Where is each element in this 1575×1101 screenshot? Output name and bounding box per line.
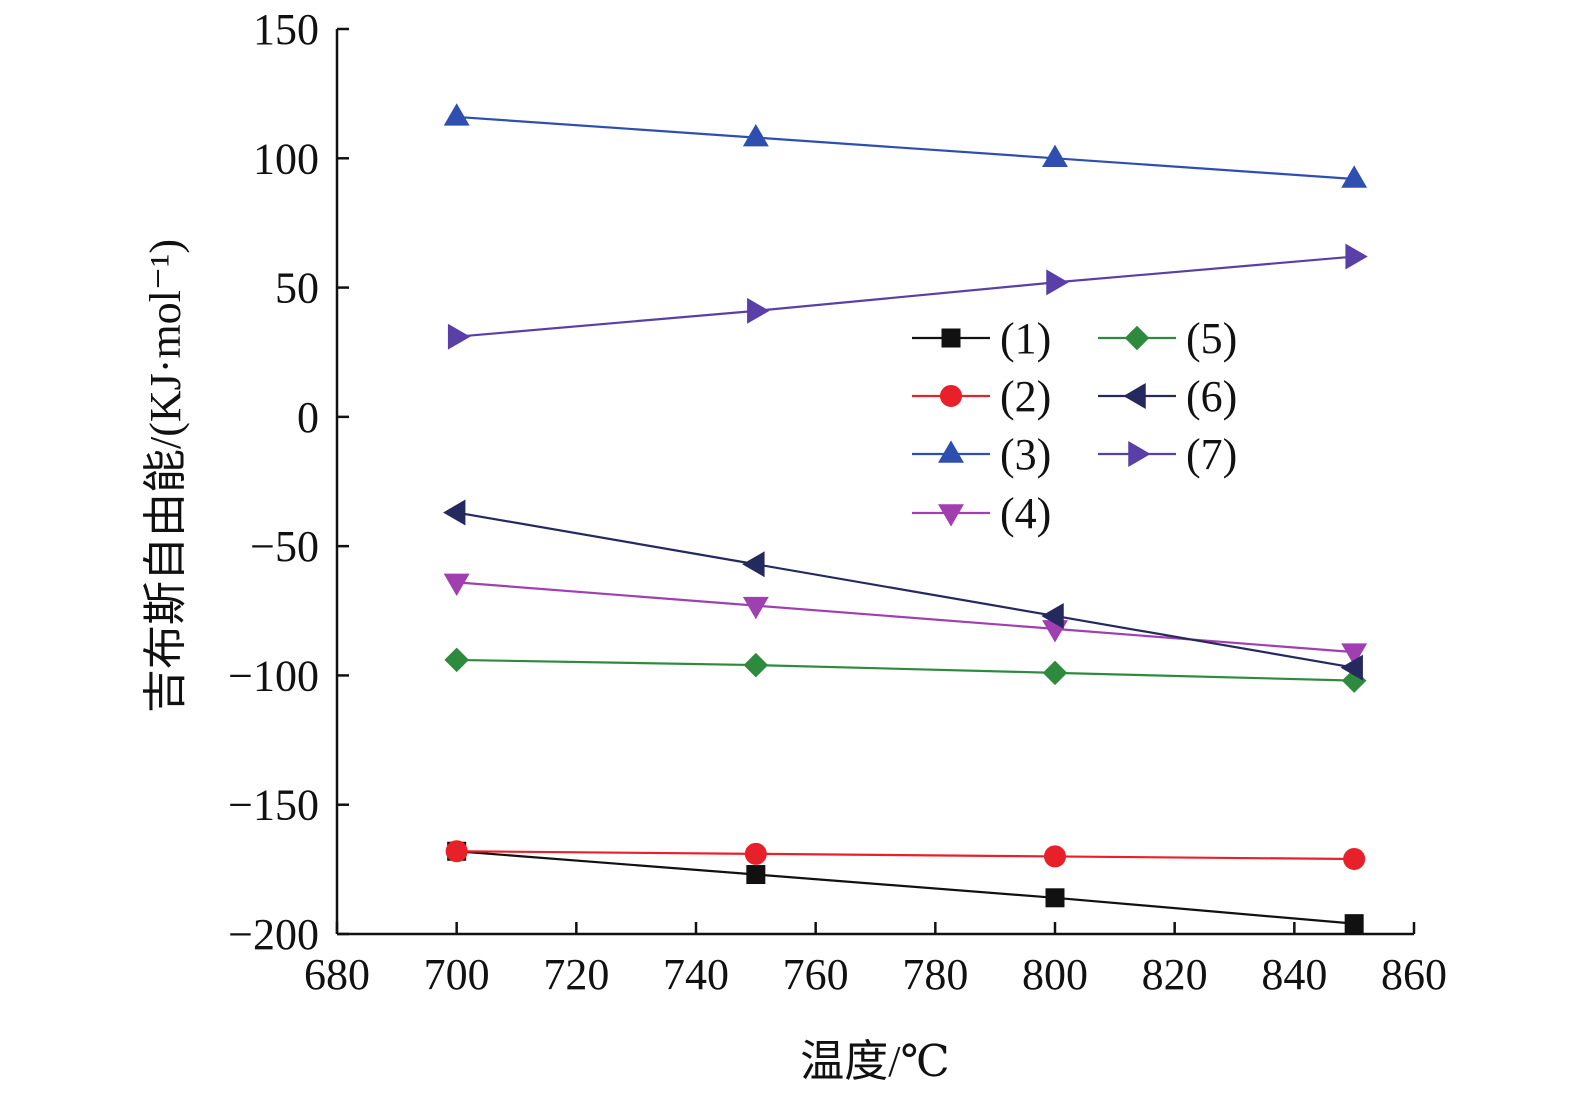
legend-label: (6)	[1186, 372, 1237, 421]
series-5-point	[743, 652, 769, 678]
legend-marker	[938, 504, 964, 527]
series-7	[447, 243, 1368, 350]
y-tick-label: −150	[228, 781, 319, 830]
legend-item: (6)	[1098, 372, 1237, 421]
y-tick-label: 0	[297, 393, 319, 442]
legend-label: (1)	[1000, 314, 1051, 363]
legend-item: (1)	[912, 314, 1051, 363]
series-1-point	[746, 865, 766, 885]
series-2-point	[445, 840, 468, 863]
x-tick-label: 740	[663, 950, 729, 999]
series-5-line	[456, 658, 1355, 682]
y-tick-label: 100	[253, 134, 319, 183]
x-tick-label: 720	[543, 950, 609, 999]
series-1-point	[1344, 914, 1364, 934]
legend-label: (3)	[1000, 430, 1051, 479]
series-7-point	[747, 297, 770, 324]
legend-item: (4)	[912, 489, 1051, 538]
series-6-point	[443, 499, 466, 526]
series-3-line	[456, 115, 1355, 181]
y-tick-label: −50	[250, 522, 319, 571]
legend-marker	[941, 328, 961, 348]
legend-item: (7)	[1098, 430, 1237, 479]
series-4-point	[443, 573, 470, 596]
series-7-point	[1046, 269, 1069, 296]
x-tick-label: 700	[424, 950, 490, 999]
legend-marker	[938, 440, 964, 463]
series-5-point	[1042, 660, 1068, 686]
x-axis-title: 温度/℃	[800, 1037, 949, 1086]
x-tick-label: 680	[304, 950, 370, 999]
legend-item: (3)	[912, 430, 1051, 479]
y-tick-label: −100	[228, 651, 319, 700]
series-4	[443, 573, 1368, 666]
legend-label: (7)	[1186, 430, 1237, 479]
series-1-point	[1045, 888, 1065, 908]
series-3	[443, 103, 1368, 188]
legend-item: (2)	[912, 372, 1051, 421]
legend: (1) (2) (3) (4) (5) (6) (7)	[912, 314, 1237, 538]
x-tick-label: 820	[1142, 950, 1208, 999]
series-7-point	[447, 323, 471, 350]
legend-marker	[1128, 441, 1151, 467]
series-7-line	[456, 255, 1355, 338]
series-1-line	[456, 850, 1355, 925]
legend-marker	[1123, 383, 1146, 409]
series-6	[443, 499, 1363, 681]
series-4-line	[456, 581, 1355, 654]
series-3-point	[1042, 144, 1068, 168]
series-6-point	[1340, 654, 1363, 681]
series-6-line	[456, 511, 1355, 669]
series-2-line	[456, 850, 1355, 861]
x-tick-label: 760	[783, 950, 849, 999]
series-2	[445, 840, 1366, 871]
legend-label: (5)	[1186, 314, 1237, 363]
series-3-point	[742, 123, 769, 147]
series-6-point	[1041, 602, 1064, 629]
x-tick-label: 780	[902, 950, 968, 999]
series-4-point	[1341, 643, 1368, 666]
legend-marker	[1124, 325, 1150, 351]
x-tick-label: 840	[1261, 950, 1327, 999]
axes: 680 700 720 740 760 780 800 820 840 860 150 100 50 0 −…	[228, 5, 1447, 999]
legend-item: (5)	[1098, 314, 1237, 363]
series-2-point	[1044, 845, 1066, 868]
legend-marker	[940, 385, 962, 407]
series-4-point	[742, 596, 769, 620]
series-6-point	[742, 551, 765, 578]
legend-label: (2)	[1000, 372, 1051, 421]
series-2-point	[744, 842, 767, 865]
legend-label: (4)	[1000, 489, 1051, 538]
series-3-point	[443, 103, 470, 126]
y-tick-label: −200	[228, 910, 319, 959]
series-3-point	[1341, 165, 1368, 188]
y-tick-label: 150	[253, 5, 319, 54]
y-tick-label: 50	[275, 264, 319, 313]
y-axis-title: 吉布斯自由能/(KJ·mol⁻¹)	[141, 239, 190, 713]
series-5-point	[444, 647, 469, 673]
series-2-point	[1343, 848, 1366, 871]
series-7-point	[1345, 243, 1368, 270]
x-tick-label: 860	[1381, 950, 1447, 999]
series-layer	[443, 103, 1368, 934]
x-tick-label: 800	[1022, 950, 1088, 999]
series-5	[444, 647, 1367, 693]
